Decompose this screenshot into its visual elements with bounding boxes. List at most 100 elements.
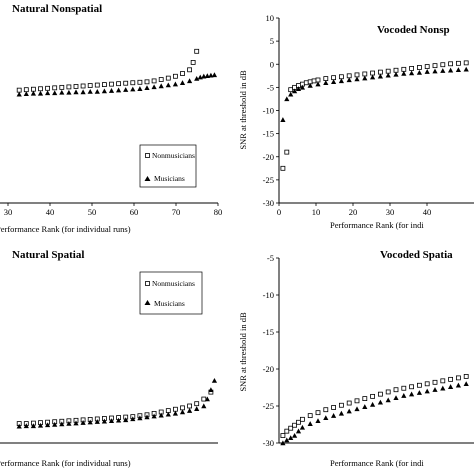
point-musician	[179, 80, 186, 85]
point-nonmusician	[172, 73, 178, 79]
legend: Nonmusicians Musicians	[139, 144, 197, 188]
point-musician	[401, 393, 407, 398]
point-musician	[59, 89, 65, 95]
point-musician	[80, 420, 86, 425]
point-nonmusician	[80, 83, 86, 89]
point-musician	[346, 408, 352, 414]
point-nonmusician	[455, 375, 461, 381]
legend-square-icon	[145, 281, 150, 286]
data-marks	[280, 373, 469, 446]
point-musician	[331, 413, 337, 418]
point-nonmusician	[331, 405, 337, 410]
x-tick-label: 0	[277, 207, 281, 217]
point-musician	[16, 423, 22, 429]
point-musician	[323, 80, 329, 85]
point-nonmusician	[455, 60, 461, 66]
point-musician	[151, 413, 157, 419]
point-nonmusician	[362, 396, 368, 402]
point-nonmusician	[66, 84, 72, 90]
point-nonmusician	[416, 65, 422, 70]
point-musician	[455, 382, 461, 388]
point-musician	[295, 428, 302, 434]
point-musician	[208, 387, 214, 393]
point-musician	[424, 69, 430, 74]
point-nonmusician	[144, 79, 150, 85]
point-musician	[165, 411, 171, 417]
point-musician	[201, 73, 207, 79]
point-musician	[295, 86, 302, 91]
point-musician	[315, 418, 321, 423]
point-musician	[211, 72, 218, 78]
point-nonmusician	[190, 60, 196, 65]
x-axis-label: Performance Rank (for individual runs)	[0, 458, 131, 468]
point-musician	[137, 415, 143, 421]
legend-box	[139, 271, 203, 315]
point-musician	[416, 390, 422, 395]
point-nonmusician	[158, 77, 164, 82]
point-musician	[432, 387, 438, 392]
point-nonmusician	[370, 70, 376, 76]
x-ticks: 30 40 50 60 70 80	[4, 203, 222, 217]
point-musician	[424, 388, 430, 394]
point-musician	[45, 90, 51, 96]
point-musician	[23, 91, 29, 97]
point-nonmusician	[296, 419, 301, 425]
point-musician	[292, 433, 298, 438]
point-nonmusician	[23, 87, 29, 93]
legend-label-musicians: Musicians	[154, 299, 185, 308]
point-musician	[204, 396, 210, 402]
point-nonmusician	[409, 66, 415, 71]
point-nonmusician	[377, 69, 383, 75]
point-musician	[158, 83, 164, 89]
point-nonmusician	[201, 396, 207, 402]
point-musician	[315, 81, 321, 87]
point-musician	[187, 78, 193, 84]
x-tick-label: 40	[423, 207, 432, 217]
panel-natural-nonspatial: Natural Nonspatial Performance Rank (for…	[0, 3, 222, 234]
point-nonmusician	[292, 422, 298, 428]
point-musician	[30, 90, 36, 96]
point-nonmusician	[299, 416, 305, 422]
point-musician	[165, 82, 171, 88]
panel-vocoded-spatial: Vocoded Spatia SNR at threshold in dB Pe…	[238, 249, 474, 468]
point-musician	[292, 88, 298, 94]
legend: Nonmusicians Musicians	[139, 271, 203, 315]
point-nonmusician	[377, 391, 383, 397]
y-tick-label: 10	[266, 13, 275, 23]
x-tick-label: 20	[349, 207, 358, 217]
point-musician	[116, 87, 122, 93]
legend-triangle-icon	[144, 300, 151, 305]
point-musician	[30, 423, 36, 429]
point-musician	[137, 86, 143, 91]
y-tick-label: -15	[263, 327, 274, 337]
y-tick-label: -10	[263, 106, 274, 116]
x-tick-label: 30	[386, 207, 395, 217]
point-nonmusician	[346, 73, 352, 79]
point-musician	[94, 419, 100, 424]
y-tick-label: 0	[270, 59, 274, 69]
x-tick-label: 10	[312, 207, 321, 217]
point-musician	[409, 391, 415, 397]
point-nonmusician	[303, 80, 309, 86]
point-musician	[409, 70, 415, 76]
point-musician	[23, 423, 29, 429]
point-musician	[45, 422, 51, 428]
y-tick-label: -25	[263, 175, 274, 185]
point-musician	[37, 422, 44, 428]
point-musician	[284, 437, 290, 443]
point-nonmusician	[123, 80, 129, 86]
point-nonmusician	[280, 165, 286, 171]
point-nonmusician	[432, 63, 438, 69]
point-nonmusician	[393, 67, 399, 73]
point-nonmusician	[94, 82, 100, 88]
point-nonmusician	[116, 81, 121, 87]
point-musician	[66, 89, 72, 95]
point-musician	[354, 406, 360, 412]
point-nonmusician	[323, 76, 329, 81]
point-nonmusician	[393, 387, 399, 393]
point-musician	[393, 71, 399, 77]
point-nonmusician	[180, 71, 185, 76]
point-nonmusician	[16, 87, 22, 93]
point-musician	[208, 72, 214, 78]
point-musician	[130, 416, 136, 422]
